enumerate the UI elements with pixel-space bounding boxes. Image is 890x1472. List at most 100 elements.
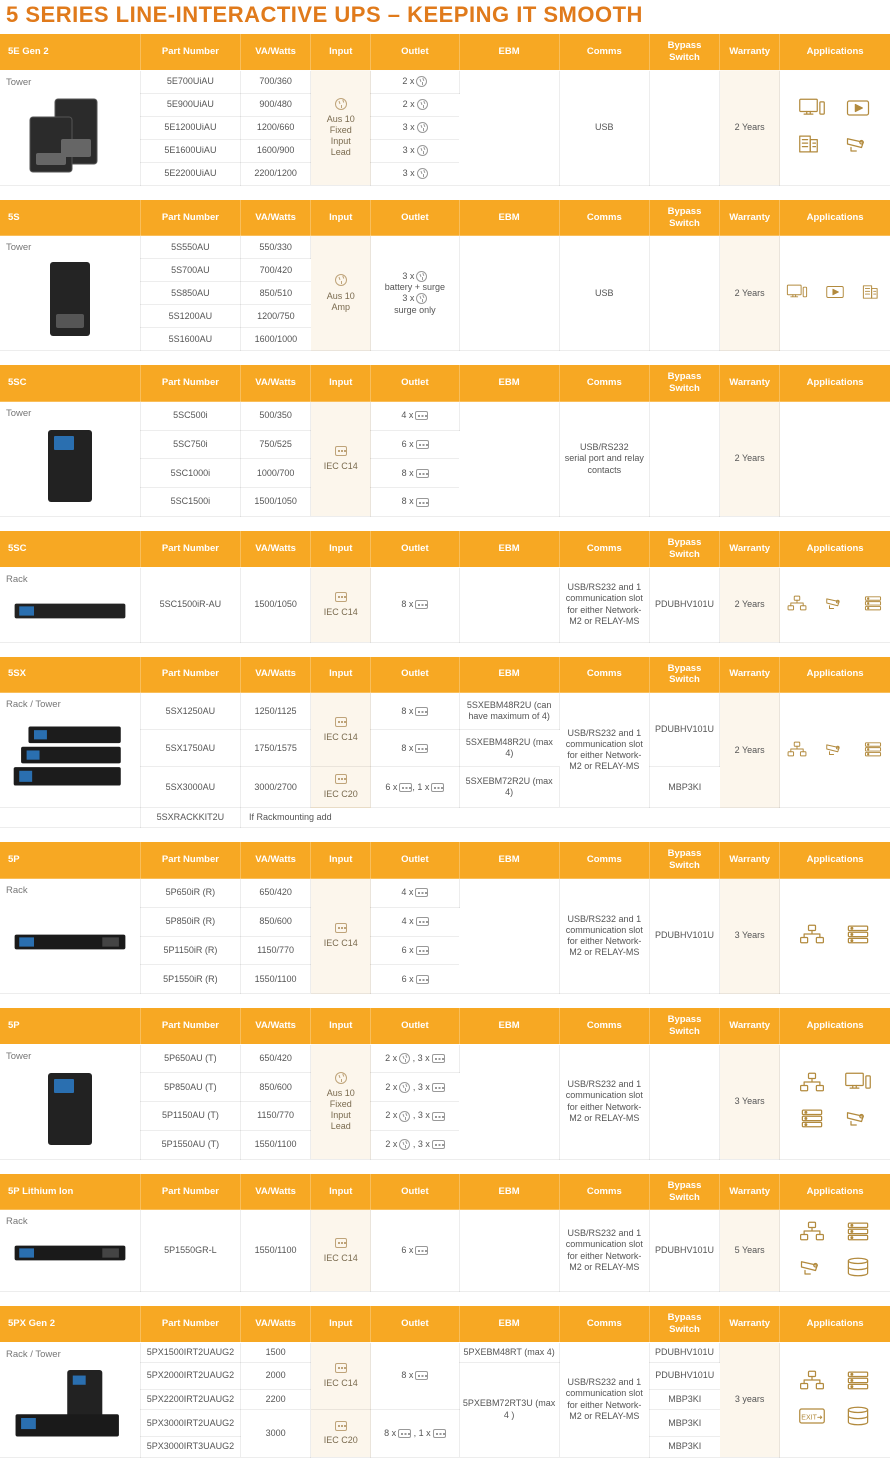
va-watts: 1150/770 xyxy=(241,936,311,965)
va-watts: 850/600 xyxy=(241,1073,311,1102)
col-header: Outlet xyxy=(371,1306,459,1342)
outlet-cell: 8 x xyxy=(371,1342,459,1410)
col-header: Applications xyxy=(780,657,890,693)
section-5sx: 5SXPart NumberVA/WattsInputOutletEBMComm… xyxy=(0,657,890,829)
comms-cell: USB/RS232serial port and relay contacts xyxy=(559,402,649,517)
warranty-cell: 2 Years xyxy=(720,402,780,517)
warranty-cell: 3 Years xyxy=(720,879,780,994)
input-spec: IEC C14 xyxy=(313,1363,368,1389)
warranty-cell: 2 Years xyxy=(720,567,780,642)
applications-cell xyxy=(780,879,890,994)
iec-plug-icon xyxy=(335,1421,347,1431)
part-number: 5P1550iR (R) xyxy=(140,965,240,994)
part-number: 5PX2200IRT2UAUG2 xyxy=(140,1389,240,1409)
va-watts: 1000/700 xyxy=(241,459,311,488)
col-header: Input xyxy=(311,365,371,401)
spec-row: Tower5S550AU550/330Aus 10Amp3 x battery … xyxy=(0,236,890,259)
col-header: EBM xyxy=(459,1008,559,1044)
outlet-cell: 6 x xyxy=(371,430,459,459)
iec-icon xyxy=(416,975,429,984)
part-number: 5SC1500i xyxy=(140,488,240,517)
spec-row: Rack / Tower5SX1250AU1250/1125IEC C148 x… xyxy=(0,693,890,730)
bypass-cell: PDUBHV101U xyxy=(649,693,719,767)
product-image xyxy=(6,89,134,179)
comms-cell: USB xyxy=(559,70,649,185)
col-header: VA/Watts xyxy=(241,531,311,567)
col-header: Outlet xyxy=(371,365,459,401)
app-monitor-icon xyxy=(798,97,826,122)
iec-icon xyxy=(432,1083,445,1092)
section-5p-lithium-ion: 5P Lithium IonPart NumberVA/WattsInputOu… xyxy=(0,1174,890,1292)
formfactor-cell: Rack / Tower xyxy=(0,693,140,808)
ebm-cell xyxy=(459,1044,559,1159)
col-header: Comms xyxy=(559,842,649,878)
section-5sc: 5SCPart NumberVA/WattsInputOutletEBMComm… xyxy=(0,531,890,643)
part-number: 5E2200UiAU xyxy=(140,162,240,185)
outlet-qty: 8 x xyxy=(401,1370,428,1381)
bypass-cell: MBP3KI xyxy=(649,1410,719,1437)
col-header: Comms xyxy=(559,200,649,236)
outlet-qty: 3 x xyxy=(418,1139,445,1150)
col-header: Input xyxy=(311,531,371,567)
spec-row: Tower5P650AU (T)650/420Aus 10FixedInputL… xyxy=(0,1044,890,1073)
col-header: Comms xyxy=(559,1174,649,1210)
outlet-qty: 4 x xyxy=(401,887,428,898)
aus-icon xyxy=(399,1139,410,1150)
iec-icon xyxy=(432,1112,445,1121)
bypass-cell: PDUBHV101U xyxy=(649,1362,719,1389)
outlet-cell: 2 x , 3 x xyxy=(371,1073,459,1102)
input-spec: IEC C20 xyxy=(313,1421,368,1447)
va-watts: 3000/2700 xyxy=(241,767,311,808)
aus-icon xyxy=(399,1082,410,1093)
formfactor-cell: Rack xyxy=(0,879,140,994)
col-header: EBM xyxy=(459,657,559,693)
app-media-icon xyxy=(824,282,846,305)
col-header: Bypass Switch xyxy=(649,842,719,878)
input-spec: IEC C14 xyxy=(313,446,368,472)
va-watts: 1550/1100 xyxy=(241,965,311,994)
applications-icons xyxy=(782,1363,888,1436)
part-number: 5S1200AU xyxy=(140,305,240,328)
outlet-cell: 8 x xyxy=(371,567,459,642)
col-header: Applications xyxy=(780,34,890,70)
spec-row: Rack / Tower5PX1500IRT2UAUG21500IEC C148… xyxy=(0,1342,890,1362)
aus-icon xyxy=(399,1053,410,1064)
outlet-qty: 2 x xyxy=(402,76,427,87)
col-header: Input xyxy=(311,842,371,878)
iec-plug-icon xyxy=(335,592,347,602)
va-watts: 1200/750 xyxy=(241,305,311,328)
col-header: Bypass Switch xyxy=(649,531,719,567)
col-header: Part Number xyxy=(140,842,240,878)
col-header: EBM xyxy=(459,1306,559,1342)
comms-cell: USB/RS232 and 1 communication slot for e… xyxy=(559,567,649,642)
outlet-cell: 8 x xyxy=(371,459,459,488)
applications-icons xyxy=(782,1214,888,1287)
va-watts: 700/420 xyxy=(241,259,311,282)
outlet-cell: 8 x xyxy=(371,488,459,517)
va-watts: 700/360 xyxy=(241,70,311,93)
app-server-icon xyxy=(844,1369,872,1394)
col-header: VA/Watts xyxy=(241,657,311,693)
va-watts: 2000 xyxy=(241,1362,311,1389)
va-watts: 500/350 xyxy=(241,402,311,431)
outlet-qty: 3 x xyxy=(403,122,428,133)
outlet-qty: 6 x xyxy=(402,945,429,956)
outlet-cell: 2 x , 3 x xyxy=(371,1102,459,1131)
formfactor-cell: Rack xyxy=(0,1210,140,1292)
col-header: Input xyxy=(311,34,371,70)
col-header: Outlet xyxy=(371,531,459,567)
note-row: 5SXRACKKIT2UIf Rackmounting add xyxy=(0,808,890,828)
va-watts: 2200 xyxy=(241,1389,311,1409)
col-header: Comms xyxy=(559,1306,649,1342)
col-header: Comms xyxy=(559,1008,649,1044)
outlet-cell: 3 x battery + surge3 x surge only xyxy=(371,236,459,351)
iec20-icon xyxy=(433,1429,446,1438)
app-camera-icon xyxy=(798,1256,826,1281)
app-exit-icon xyxy=(798,1405,826,1430)
app-camera-icon xyxy=(824,739,846,762)
page-title: 5 SERIES LINE-INTERACTIVE UPS – KEEPING … xyxy=(6,2,890,28)
outlet-qty: 2 x xyxy=(385,1110,410,1121)
iec-icon xyxy=(415,744,428,753)
aus-plug-icon xyxy=(335,1072,347,1084)
col-header: Outlet xyxy=(371,200,459,236)
